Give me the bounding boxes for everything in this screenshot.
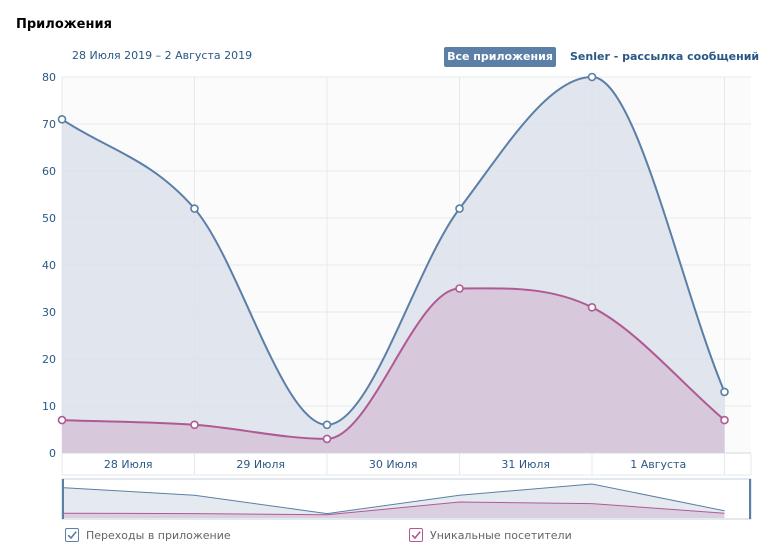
y-tick-label: 60 [42,165,56,178]
tab-senler[interactable]: Senler - рассылка сообщений [570,50,760,63]
navigator-handle-left[interactable] [62,479,64,519]
data-point-transitions [190,204,199,213]
tab-all-apps[interactable]: Все приложения [444,47,556,67]
navigator-handle-right[interactable] [749,479,751,519]
x-tick-label: 31 Июля [501,458,550,471]
x-tick-label: 30 Июля [369,458,418,471]
main-chart: 0 10 20 30 40 50 60 70 80 28 Июля 29 Июля 30 Июля 31… [42,71,752,520]
y-tick-label: 10 [42,400,56,413]
navigator-line-transitions [61,483,725,515]
data-point-transitions [57,115,67,124]
data-point-transitions [455,204,464,213]
legend-item-unique-visitors[interactable]: Уникальные посетители [409,527,572,543]
data-point-unique-visitors [322,434,332,444]
x-tick-label: 1 Августа [630,458,686,471]
data-point-transitions [720,387,729,397]
y-tick-label: 70 [42,118,56,131]
legend-label-unique-visitors: Уникальные посетители [430,528,572,542]
page-title: Приложения [16,17,112,32]
legend-label-transitions: Переходы в приложение [86,528,231,542]
checkbox-transitions[interactable] [65,528,79,542]
x-tick-label: 29 Июля [236,458,285,471]
date-range[interactable]: 28 Июля 2019 – 2 Августа 2019 [72,49,253,62]
y-tick-label: 20 [42,353,56,366]
legend-item-transitions[interactable]: Переходы в приложение [65,527,231,543]
data-point-unique-visitors [587,302,597,312]
data-point-transitions [322,420,332,430]
navigator-line-unique-visitors [61,501,725,516]
data-point-transitions [587,72,597,82]
y-tick-label: 30 [42,306,56,319]
y-tick-label: 40 [42,259,56,272]
data-point-unique-visitors [455,284,464,293]
x-tick-label: 28 Июля [104,458,153,471]
checkmark-icon [67,531,77,540]
data-point-unique-visitors [190,420,199,430]
checkmark-icon [411,531,421,540]
series-area-unique-visitors [62,288,725,453]
y-tick-label: 50 [42,212,56,225]
data-point-unique-visitors [720,415,729,425]
checkbox-unique-visitors[interactable] [409,528,423,542]
y-tick-label: 0 [49,447,56,460]
y-tick-label: 80 [42,71,56,84]
data-point-unique-visitors [57,415,67,425]
